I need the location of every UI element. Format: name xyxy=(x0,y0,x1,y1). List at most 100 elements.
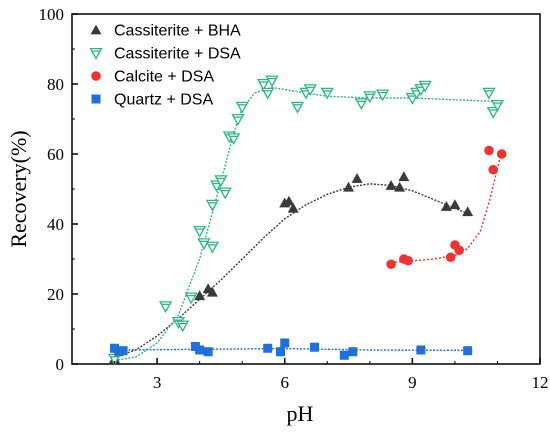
y-tick-label: 20 xyxy=(47,285,64,304)
series-points-3 xyxy=(386,145,507,270)
marker-outline xyxy=(218,187,232,200)
legend-marker xyxy=(89,47,103,60)
marker-outline xyxy=(205,241,220,254)
y-axis-title: Recovery(%) xyxy=(6,130,31,247)
data-point xyxy=(214,175,228,188)
data-point xyxy=(343,181,355,192)
legend-marker xyxy=(90,24,102,35)
data-point xyxy=(303,84,317,97)
legend-marker xyxy=(91,71,101,81)
data-point xyxy=(195,345,205,355)
data-point xyxy=(484,145,494,156)
data-point xyxy=(386,259,396,270)
data-point xyxy=(454,245,464,256)
data-point xyxy=(403,255,413,266)
data-point xyxy=(486,106,500,119)
data-point xyxy=(416,345,426,355)
legend-marker xyxy=(91,94,101,104)
data-point xyxy=(385,180,397,190)
data-point xyxy=(490,99,505,112)
marker-outline xyxy=(290,101,305,114)
data-point xyxy=(463,346,473,356)
data-point xyxy=(280,338,290,348)
data-point xyxy=(256,78,271,91)
data-point xyxy=(375,89,390,102)
legend-label: Cassiterite + BHA xyxy=(114,23,241,40)
axes: 3 6 9 12 0 20 40 60 80 100 xyxy=(39,5,549,392)
x-tick-label: 6 xyxy=(280,373,289,392)
data-point xyxy=(496,149,507,159)
marker-outline xyxy=(184,292,198,305)
marker-outline xyxy=(482,87,496,100)
data-point xyxy=(320,87,334,100)
data-point xyxy=(261,87,275,100)
data-point xyxy=(158,301,173,314)
data-point xyxy=(263,343,273,353)
marker-outline xyxy=(193,225,207,238)
series-points-1 xyxy=(109,171,474,364)
legend-label: Cassiterite + DSA xyxy=(114,46,241,63)
x-axis-title: pH xyxy=(287,401,314,426)
fit-curve-series-2 xyxy=(114,86,498,362)
series-points-4 xyxy=(110,338,473,360)
data-point xyxy=(231,113,245,126)
legend: Cassiterite + BHA Cassiterite + DSA Calcit… xyxy=(89,23,241,109)
plot-frame xyxy=(71,13,541,365)
fit-curve-series-3 xyxy=(391,150,503,264)
data-point xyxy=(482,87,496,100)
data-point xyxy=(176,320,190,333)
data-point xyxy=(440,201,452,211)
data-point xyxy=(449,199,461,210)
data-point xyxy=(488,164,499,175)
data-point xyxy=(218,187,232,200)
data-point xyxy=(235,101,249,114)
data-point xyxy=(418,80,432,93)
plot-border xyxy=(71,13,541,365)
data-point xyxy=(193,225,207,238)
legend-label: Calcite + DSA xyxy=(114,69,214,86)
x-tick-label: 9 xyxy=(408,373,417,392)
data-point xyxy=(310,342,320,352)
y-tick-label: 0 xyxy=(56,355,65,374)
data-point xyxy=(354,98,368,111)
data-point xyxy=(227,133,241,146)
fit-curve-series-4 xyxy=(114,347,468,352)
marker-outline xyxy=(89,47,103,60)
y-tick-label: 40 xyxy=(47,215,64,234)
data-point xyxy=(462,206,474,217)
legend-label: Quartz + DSA xyxy=(114,92,213,109)
data-point xyxy=(363,91,377,104)
y-tick-label: 60 xyxy=(47,145,64,164)
marker-outline xyxy=(205,199,220,212)
data-point xyxy=(283,195,295,206)
marker-outline xyxy=(235,101,249,114)
data-point xyxy=(394,181,406,192)
data-point xyxy=(398,171,410,182)
data-point xyxy=(445,252,456,263)
marker-outline xyxy=(261,87,275,100)
y-tick-label: 100 xyxy=(39,5,65,24)
data-point xyxy=(203,347,213,357)
data-point xyxy=(351,173,363,183)
data-point xyxy=(184,292,198,305)
data-point xyxy=(197,238,211,251)
data-point xyxy=(205,199,220,212)
data-point xyxy=(194,290,206,301)
x-tick-label: 12 xyxy=(532,373,549,392)
data-point xyxy=(290,101,305,114)
marker-outline xyxy=(158,301,173,314)
data-point xyxy=(287,202,299,213)
data-point xyxy=(205,241,220,254)
data-point xyxy=(275,347,285,357)
x-tick-label: 3 xyxy=(153,373,162,392)
data-points xyxy=(107,75,507,366)
data-point xyxy=(339,350,349,360)
data-point xyxy=(265,75,279,88)
series-points-2 xyxy=(107,75,505,366)
data-point xyxy=(206,286,218,297)
fit-curves xyxy=(114,86,503,362)
data-point xyxy=(118,346,128,356)
marker-outline xyxy=(354,98,368,111)
marker-outline xyxy=(231,113,245,126)
